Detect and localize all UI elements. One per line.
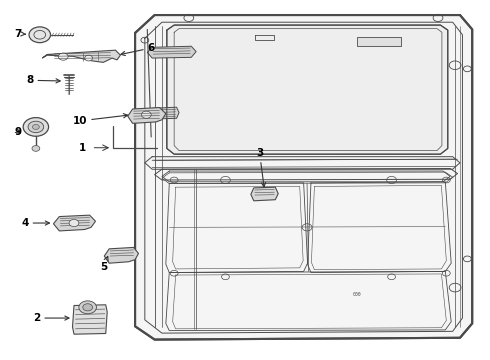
Polygon shape — [128, 108, 166, 123]
Text: 000: 000 — [353, 292, 362, 297]
Polygon shape — [167, 25, 448, 154]
Polygon shape — [42, 50, 121, 62]
Text: 10: 10 — [73, 114, 128, 126]
Polygon shape — [150, 107, 179, 119]
Text: 9: 9 — [14, 127, 21, 136]
Text: 2: 2 — [33, 313, 69, 323]
Circle shape — [85, 55, 93, 61]
Polygon shape — [53, 215, 96, 231]
Polygon shape — [357, 37, 401, 45]
Text: 1: 1 — [79, 143, 86, 153]
Circle shape — [83, 304, 93, 311]
Circle shape — [23, 118, 49, 136]
Polygon shape — [104, 247, 139, 263]
Circle shape — [58, 53, 68, 60]
Polygon shape — [73, 305, 107, 334]
Text: 4: 4 — [22, 218, 49, 228]
Polygon shape — [251, 187, 278, 201]
Circle shape — [28, 121, 44, 133]
Circle shape — [69, 220, 79, 226]
Circle shape — [142, 111, 151, 118]
Circle shape — [32, 125, 39, 130]
Polygon shape — [135, 15, 472, 339]
Text: 3: 3 — [256, 148, 266, 187]
Circle shape — [79, 301, 97, 314]
Text: 8: 8 — [26, 75, 60, 85]
Text: 5: 5 — [100, 256, 108, 272]
Polygon shape — [147, 46, 196, 58]
Circle shape — [32, 145, 40, 151]
Text: 7: 7 — [14, 29, 25, 39]
Circle shape — [29, 27, 50, 42]
Text: 6: 6 — [121, 43, 154, 55]
